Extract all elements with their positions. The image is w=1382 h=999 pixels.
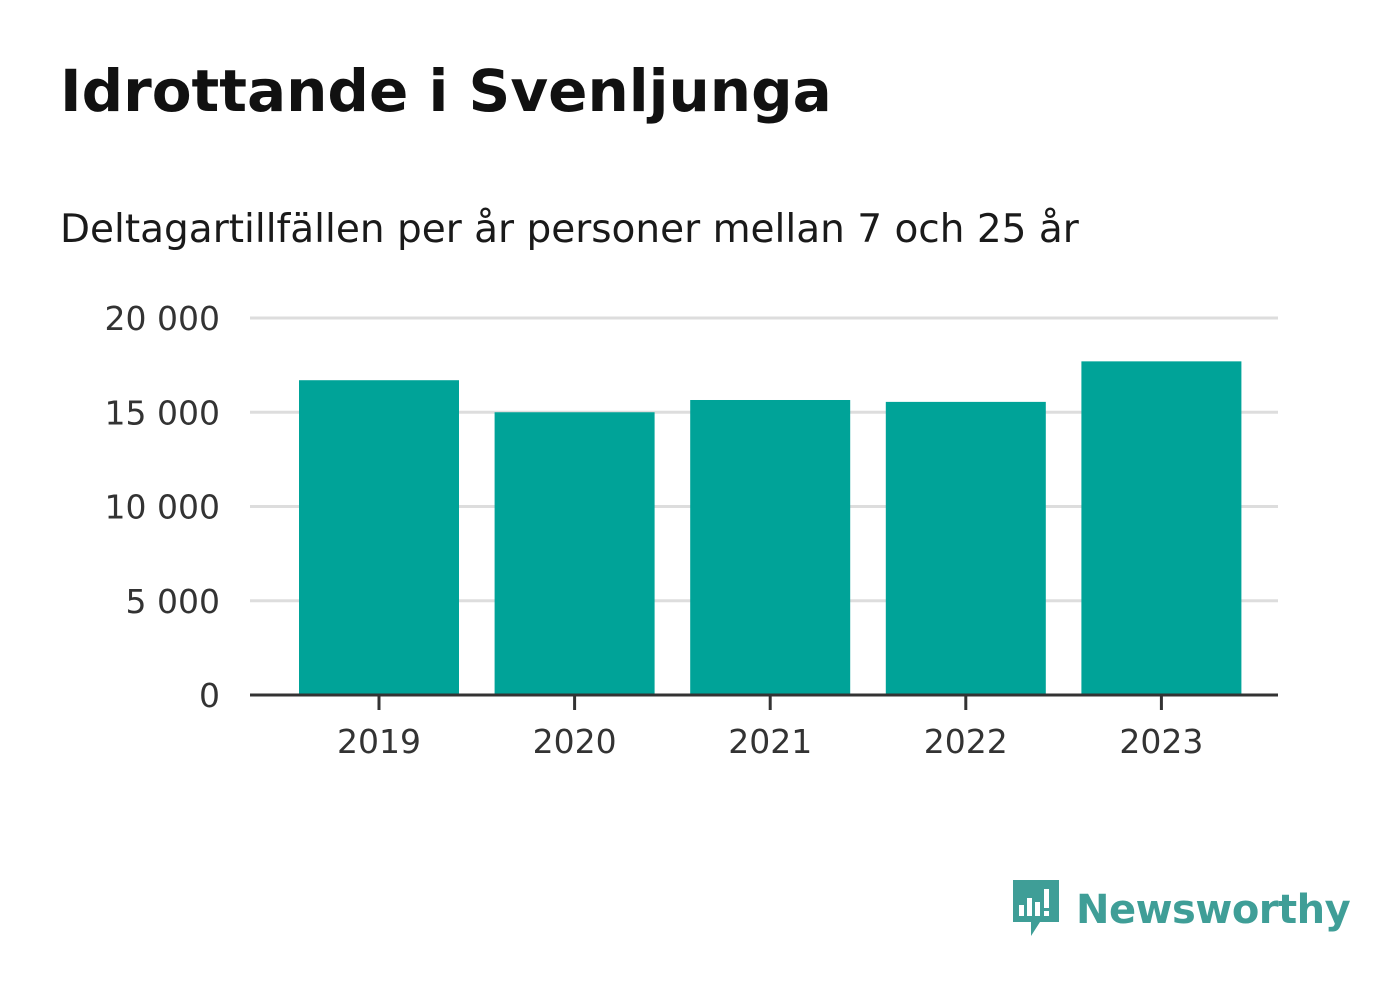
bar-2019: [299, 380, 459, 695]
y-tick-label: 10 000: [105, 488, 220, 527]
y-tick-label: 20 000: [105, 299, 220, 338]
y-tick-label: 15 000: [105, 393, 220, 432]
newsworthy-logo-icon: [1010, 878, 1062, 942]
x-axis: [250, 693, 1278, 710]
chart-title: Idrottande i Svenljunga: [60, 57, 832, 125]
x-tick-label: 2020: [533, 722, 617, 761]
bar-2022: [885, 401, 1046, 695]
x-tick-label: 2023: [1119, 722, 1203, 761]
chart-subtitle: Deltagartillfällen per år personer mella…: [60, 207, 1079, 252]
newsworthy-logo: Newsworthy: [1010, 878, 1351, 942]
bar-2023: [1081, 361, 1242, 695]
x-axis-tick-labels: 2019 2020 2021 2022 2023: [337, 722, 1203, 761]
bars: [299, 361, 1242, 695]
x-tick-label: 2019: [337, 722, 421, 761]
bar-2020: [494, 412, 655, 695]
newsworthy-logo-text: Newsworthy: [1076, 887, 1351, 933]
bar-2021: [690, 399, 851, 695]
y-tick-label: 0: [199, 676, 220, 715]
y-tick-label: 5 000: [126, 582, 220, 621]
x-tick-label: 2022: [924, 722, 1008, 761]
y-axis-tick-labels: 0 5 000 10 000 15 000 20 000: [105, 299, 220, 715]
x-tick-label: 2021: [728, 722, 812, 761]
